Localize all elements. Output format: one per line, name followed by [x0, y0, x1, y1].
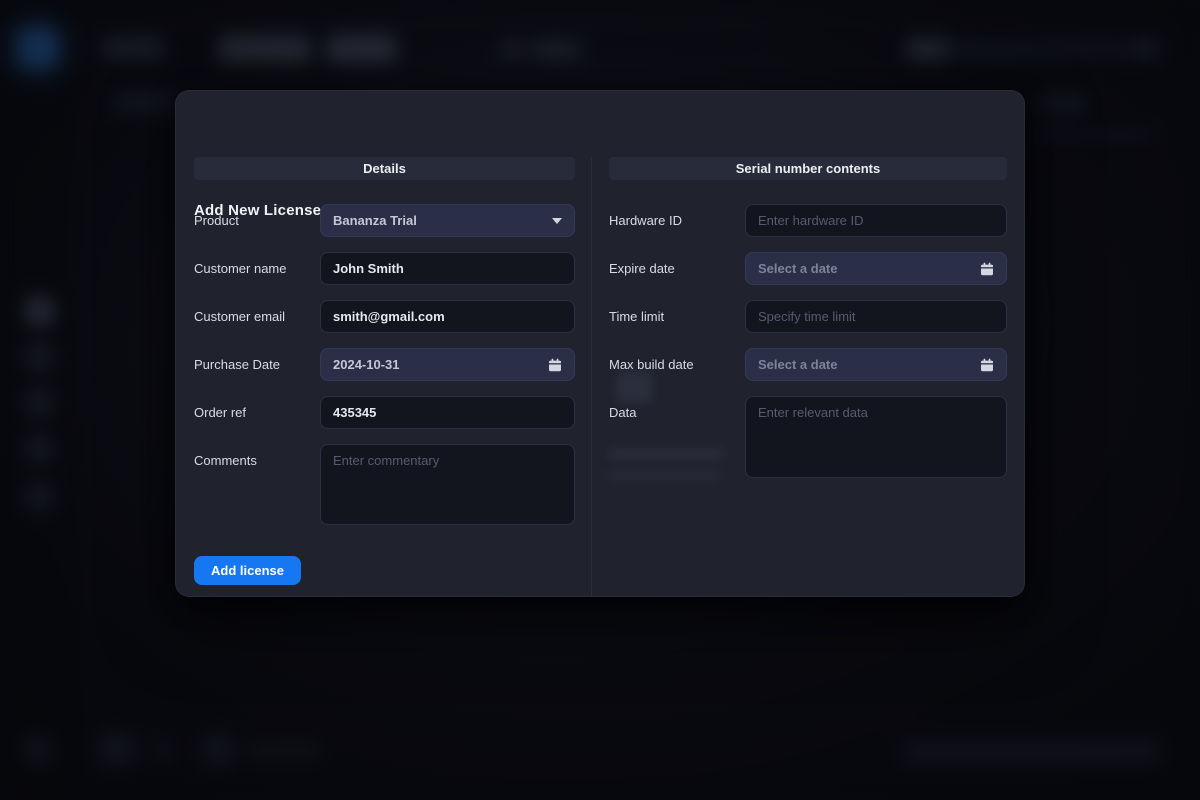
customer-email-row: Customer email — [194, 300, 575, 333]
blurred-sidebar-icon — [24, 482, 54, 512]
add-new-license-modal: Add New License ✕ Details Product Bananz… — [175, 90, 1025, 597]
product-select[interactable]: Bananza Trial — [320, 204, 575, 237]
calendar-icon — [980, 262, 994, 276]
calendar-icon — [548, 358, 562, 372]
purchase-date-picker[interactable]: 2024-10-31 — [320, 348, 575, 381]
time-limit-input[interactable] — [745, 300, 1007, 333]
blurred-tab — [218, 34, 310, 62]
time-limit-label: Time limit — [609, 309, 665, 324]
data-row: Data — [609, 396, 1007, 483]
expire-date-picker[interactable]: Select a date — [745, 252, 1007, 285]
customer-email-label: Customer email — [194, 309, 286, 324]
order-ref-row: Order ref — [194, 396, 575, 429]
blurred-footer-icon — [98, 732, 136, 766]
blurred-tab — [326, 34, 396, 62]
blurred-header-text — [500, 41, 524, 57]
customer-name-input[interactable] — [320, 252, 575, 285]
blurred-sidebar-icon — [24, 388, 54, 418]
details-section: Details Product Bananza Trial Customer n… — [194, 157, 575, 596]
customer-email-input[interactable] — [320, 300, 575, 333]
blurred-header-icon — [1136, 39, 1158, 59]
serial-heading: Serial number contents — [609, 157, 1007, 180]
blurred-sidebar-icon — [24, 434, 54, 464]
purchase-date-row: Purchase Date 2024-10-31 — [194, 348, 575, 381]
blurred-sidebar-icon — [24, 296, 54, 326]
data-textarea[interactable] — [745, 396, 1007, 478]
blurred-footer-avatar — [22, 734, 54, 766]
modal-title: Add New License — [194, 202, 322, 219]
blurred-header-item — [102, 36, 164, 60]
product-row: Product Bananza Trial — [194, 204, 575, 237]
blurred-table-header — [1042, 94, 1088, 112]
expire-date-row: Expire date Select a date — [609, 252, 1007, 285]
product-label: Product — [194, 213, 239, 228]
time-limit-row: Time limit — [609, 300, 1007, 333]
max-build-date-row: Max build date Select a date — [609, 348, 1007, 381]
purchase-date-label: Purchase Date — [194, 357, 280, 372]
max-build-date-label: Max build date — [609, 357, 694, 372]
comments-row: Comments — [194, 444, 575, 530]
details-heading: Details — [194, 157, 575, 180]
blurred-table-row — [1038, 128, 1158, 142]
blurred-header-button — [906, 37, 950, 60]
expire-date-placeholder: Select a date — [758, 261, 838, 276]
order-ref-label: Order ref — [194, 405, 247, 420]
blurred-sidebar-icon — [24, 342, 54, 372]
chevron-down-icon — [552, 217, 562, 224]
blurred-footer-icon — [154, 737, 172, 761]
customer-name-label: Customer name — [194, 261, 287, 276]
blurred-footer-icon — [202, 734, 234, 766]
blurred-header-bar — [954, 40, 1146, 58]
app-logo — [18, 28, 58, 68]
expire-date-label: Expire date — [609, 261, 675, 276]
max-build-date-picker[interactable]: Select a date — [745, 348, 1007, 381]
comments-label: Comments — [194, 453, 257, 468]
hardware-id-label: Hardware ID — [609, 213, 682, 228]
comments-textarea[interactable] — [320, 444, 575, 525]
order-ref-input[interactable] — [320, 396, 575, 429]
add-license-button[interactable]: Add license — [194, 556, 301, 585]
purchase-date-value: 2024-10-31 — [333, 357, 400, 372]
blurred-footer-text — [248, 742, 320, 760]
blurred-header-text — [532, 39, 580, 59]
data-label: Data — [609, 405, 637, 420]
blurred-search-input — [586, 33, 760, 63]
modal-body: Details Product Bananza Trial Customer n… — [194, 157, 1007, 596]
blurred-footer-bar — [902, 739, 1160, 764]
calendar-icon — [980, 358, 994, 372]
customer-name-row: Customer name — [194, 252, 575, 285]
hardware-id-row: Hardware ID — [609, 204, 1007, 237]
max-build-date-placeholder: Select a date — [758, 357, 838, 372]
serial-number-section: Serial number contents Hardware ID Expir… — [591, 157, 1007, 596]
blurred-table-header — [112, 92, 174, 112]
product-select-value: Bananza Trial — [333, 213, 417, 228]
hardware-id-input[interactable] — [745, 204, 1007, 237]
